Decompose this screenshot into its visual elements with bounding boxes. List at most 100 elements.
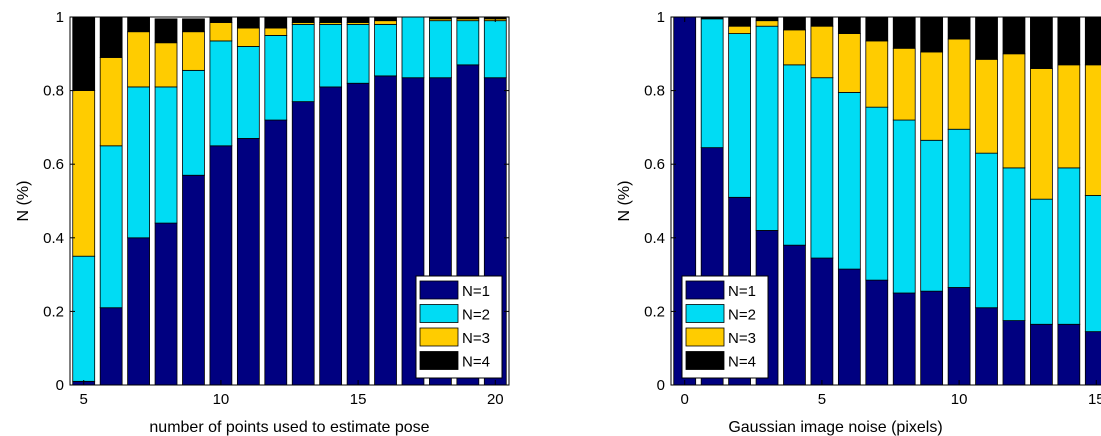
bar-segment — [1084, 16, 1101, 66]
bar-segment — [1030, 68, 1053, 200]
y-tick-label: 0.2 — [644, 303, 665, 320]
bar-segment — [209, 40, 233, 147]
bar-segment — [483, 20, 507, 79]
y-tick-label: 0.4 — [43, 230, 64, 247]
bar-segment — [1084, 331, 1101, 386]
bar-segment — [374, 16, 397, 22]
bar-segment — [154, 86, 178, 224]
legend-label: N=1 — [728, 283, 756, 300]
y-tick-label: 1 — [56, 9, 64, 26]
bar-segment — [755, 25, 779, 231]
legend-label: N=4 — [462, 354, 490, 371]
y-tick-label: 0.6 — [644, 156, 665, 173]
bar-segment — [865, 40, 889, 108]
bar-segment — [892, 119, 916, 294]
bar-segment — [837, 16, 861, 34]
x-tick-label: 10 — [951, 391, 968, 408]
bar-segment — [1057, 323, 1081, 386]
bar-segment — [1057, 167, 1081, 325]
bar-segment — [182, 31, 205, 71]
bar-segment — [975, 152, 998, 309]
bar-segment — [374, 20, 397, 25]
bar-segment — [99, 307, 123, 386]
x-tick-label: 0 — [681, 391, 689, 408]
bar-segment — [837, 92, 861, 270]
bar-segment — [374, 23, 397, 77]
bar-segment — [892, 292, 916, 386]
bar-segment — [920, 51, 944, 141]
bar-segment — [810, 77, 834, 259]
bar-segment — [236, 27, 260, 47]
y-tick-label: 0.8 — [644, 83, 665, 100]
bar-segment — [947, 128, 971, 288]
x-tick-label: 10 — [213, 391, 230, 408]
legend-label: N=2 — [728, 307, 756, 324]
legend-swatch — [419, 280, 459, 300]
bar-segment — [728, 25, 751, 34]
y-tick-label: 0 — [657, 377, 665, 394]
bar-segment — [947, 287, 971, 386]
x-tick-label: 20 — [487, 391, 504, 408]
bar-segment — [264, 16, 288, 29]
bar-segment — [783, 244, 806, 386]
bar-segment — [264, 27, 288, 36]
bar-segment — [319, 23, 343, 88]
bar-segment — [892, 16, 916, 49]
bar-segment — [127, 31, 150, 88]
bar-segment — [319, 86, 343, 386]
bar-segment — [892, 47, 916, 121]
bar-segment — [99, 16, 123, 58]
y-axis-label: N (%) — [15, 181, 32, 222]
bar-segment — [182, 69, 205, 176]
bar-segment — [1002, 320, 1026, 386]
bar-segment — [810, 257, 834, 386]
bar-segment — [127, 16, 150, 33]
bar-segment — [209, 22, 233, 42]
bar-segment — [374, 75, 397, 386]
bar-segment — [72, 90, 96, 257]
bar-segment — [429, 20, 452, 79]
bar-segment — [346, 82, 370, 386]
bar-segment — [99, 57, 123, 147]
bar-segment — [975, 16, 998, 60]
bar-segment — [947, 38, 971, 130]
bar-segment — [865, 106, 889, 281]
bar-segment — [346, 23, 370, 84]
bar-segment — [209, 145, 233, 386]
y-tick-label: 0.8 — [43, 83, 64, 100]
bar-segment — [291, 101, 315, 386]
bar-segment — [72, 255, 96, 382]
axes-frame — [670, 16, 1101, 386]
bar-segment — [236, 138, 260, 386]
legend-swatch — [685, 327, 725, 347]
y-axis-label: N (%) — [616, 181, 633, 222]
bar-segment — [920, 139, 944, 292]
bar-segment — [1057, 16, 1081, 66]
bar-segment — [1002, 53, 1026, 169]
bar-segment — [1030, 16, 1053, 69]
y-tick-label: 0 — [56, 377, 64, 394]
y-tick-label: 0.2 — [43, 303, 64, 320]
bar-segment — [728, 33, 751, 198]
legend-label: N=1 — [462, 283, 490, 300]
bar-segment — [401, 16, 425, 79]
x-tick-label: 5 — [818, 391, 826, 408]
bar-segment — [1084, 64, 1101, 196]
x-axis-label: number of points used to estimate pose — [149, 419, 429, 436]
bar-segment — [182, 174, 205, 386]
bar-segment — [1030, 198, 1053, 325]
legend: N=1 N=2 N=3 N=4 — [415, 275, 503, 379]
bar-segment — [920, 290, 944, 386]
x-tick-label: 15 — [350, 391, 367, 408]
bar-segment — [154, 222, 178, 386]
bar-segment — [865, 279, 889, 386]
bar-segment — [72, 16, 96, 91]
y-tick-label: 0.4 — [644, 230, 665, 247]
bar-segment — [127, 86, 150, 239]
bar-segment — [865, 16, 889, 42]
bar-segment — [99, 145, 123, 309]
legend-swatch — [685, 304, 725, 323]
bar-segment — [127, 237, 150, 386]
bar-segment — [783, 64, 806, 246]
